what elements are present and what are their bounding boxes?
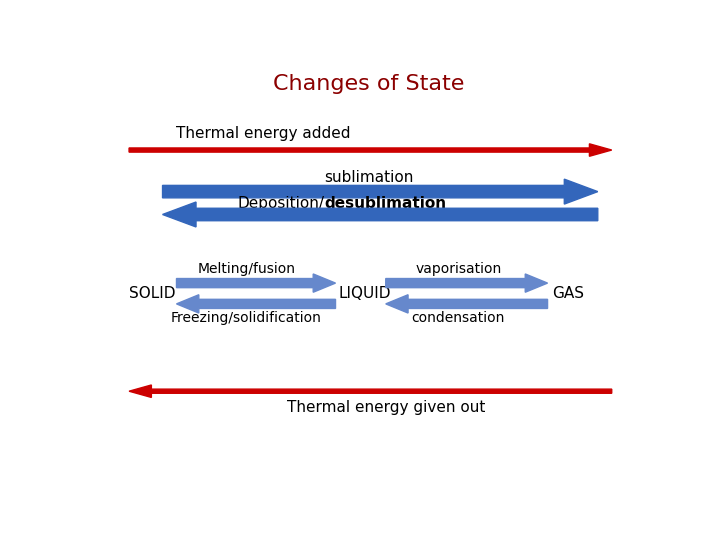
FancyArrow shape — [386, 274, 547, 292]
FancyArrow shape — [176, 295, 336, 313]
Text: SOLID: SOLID — [129, 286, 176, 301]
Text: Freezing/solidification: Freezing/solidification — [171, 312, 322, 326]
Text: condensation: condensation — [412, 312, 505, 326]
Text: desublimation: desublimation — [324, 196, 446, 211]
Text: LIQUID: LIQUID — [338, 286, 391, 301]
Text: Thermal energy given out: Thermal energy given out — [287, 400, 485, 415]
FancyArrow shape — [386, 295, 547, 313]
FancyArrow shape — [129, 144, 612, 156]
Text: vaporisation: vaporisation — [415, 262, 501, 276]
Text: Changes of State: Changes of State — [274, 73, 464, 93]
FancyArrow shape — [163, 202, 598, 227]
FancyArrow shape — [163, 179, 598, 204]
FancyArrow shape — [176, 274, 336, 292]
FancyArrow shape — [129, 385, 612, 397]
Text: Deposition/: Deposition/ — [238, 196, 324, 211]
Text: GAS: GAS — [552, 286, 584, 301]
Text: Thermal energy added: Thermal energy added — [176, 126, 351, 141]
Text: sublimation: sublimation — [324, 170, 414, 185]
Text: Melting/fusion: Melting/fusion — [197, 262, 295, 276]
